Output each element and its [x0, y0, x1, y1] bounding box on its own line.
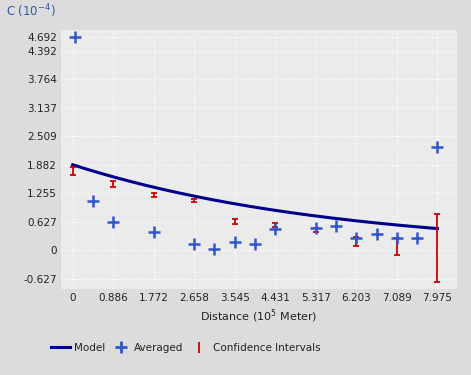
Point — [191, 241, 198, 247]
Point — [414, 235, 421, 241]
Point — [312, 225, 320, 231]
Point — [333, 223, 340, 229]
X-axis label: Distance (10$^5$ Meter): Distance (10$^5$ Meter) — [201, 307, 317, 325]
Point — [211, 246, 218, 252]
Point — [352, 235, 360, 241]
Point — [271, 226, 279, 232]
Point — [89, 198, 97, 204]
Point — [434, 144, 441, 150]
Point — [110, 219, 117, 225]
Legend: Model, Averaged, Confidence Intervals: Model, Averaged, Confidence Intervals — [47, 339, 325, 357]
Point — [71, 34, 79, 40]
Text: C (10$^{-4}$): C (10$^{-4}$) — [6, 2, 56, 20]
Point — [231, 238, 239, 244]
Point — [252, 241, 259, 247]
Point — [150, 229, 157, 235]
Point — [393, 235, 401, 241]
Point — [373, 231, 381, 237]
